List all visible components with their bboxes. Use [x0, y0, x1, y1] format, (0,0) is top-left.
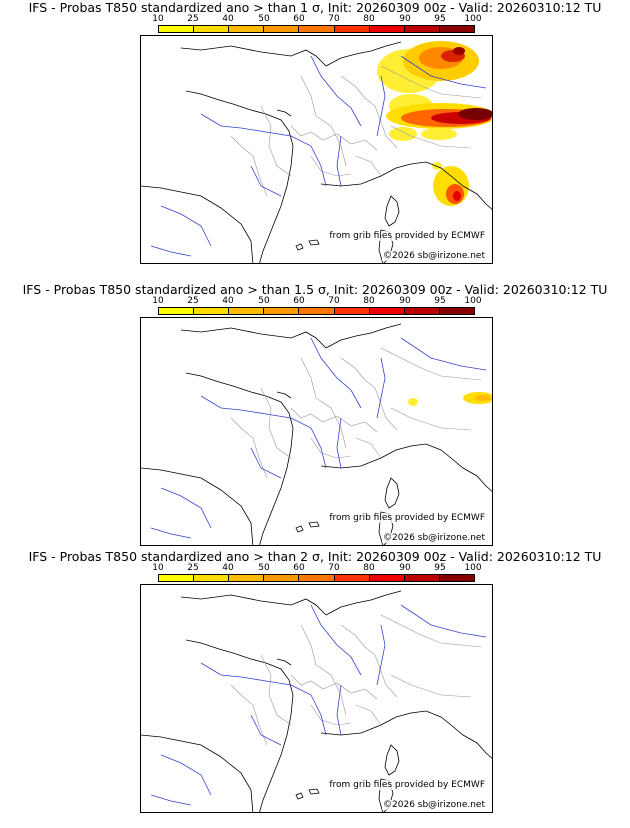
colorbar-swatch [194, 308, 230, 314]
colorbar: 10 25 40 50 60 70 80 90 95 100 [152, 14, 482, 38]
colorbar-swatch [334, 575, 370, 581]
colorbar-ticks: 10 25 40 50 60 70 80 90 95 100 [152, 563, 481, 573]
colorbar-tick: 100 [464, 296, 482, 306]
colorbar-tick: 60 [293, 14, 305, 24]
colorbar-swatch [404, 26, 440, 32]
panel-title: IFS - Probas T850 standardized ano > tha… [22, 282, 608, 297]
colorbar-tick: 90 [399, 14, 411, 24]
colorbar-swatches [158, 25, 475, 33]
map-2: from grib files provided by ECMWF ©2026 … [140, 317, 493, 546]
panel-title: IFS - Probas T850 standardized ano > tha… [28, 549, 602, 564]
credit-source: from grib files provided by ECMWF [328, 231, 486, 241]
credit-copyright: ©2026 sb@irizone.net [382, 800, 486, 810]
rivers [150, 55, 487, 257]
colorbar-tick: 50 [258, 14, 270, 24]
coastline [141, 41, 492, 263]
colorbar-tick: 95 [434, 296, 446, 306]
coastline [141, 323, 492, 545]
colorbar-swatch [264, 308, 300, 314]
colorbar-tick: 90 [399, 296, 411, 306]
panel-2: IFS - Probas T850 standardized ano > tha… [0, 282, 630, 557]
colorbar-tick: 40 [222, 563, 234, 573]
credit-source: from grib files provided by ECMWF [328, 513, 486, 523]
colorbar-tick: 60 [293, 563, 305, 573]
colorbar-tick: 70 [328, 296, 340, 306]
colorbar-tick: 40 [222, 296, 234, 306]
colorbar-swatch [439, 575, 474, 581]
colorbar-tick: 80 [363, 563, 375, 573]
colorbar-swatch [369, 575, 405, 581]
colorbar-tick: 100 [464, 563, 482, 573]
colorbar-swatch [299, 575, 335, 581]
colorbar-swatch [264, 26, 300, 32]
colorbar-swatch [229, 26, 265, 32]
colorbar-swatch [439, 308, 474, 314]
colorbar: 10 25 40 50 60 70 80 90 95 100 [152, 296, 482, 320]
colorbar-swatch [194, 575, 230, 581]
colorbar-tick: 10 [152, 296, 164, 306]
panel-3: IFS - Probas T850 standardized ano > tha… [0, 549, 630, 824]
colorbar-swatch [159, 575, 195, 581]
colorbar-swatch [334, 308, 370, 314]
colorbar-swatch [194, 26, 230, 32]
colorbar-tick: 60 [293, 296, 305, 306]
colorbar-swatch [334, 26, 370, 32]
colorbar-swatch [159, 308, 195, 314]
colorbar-swatch [264, 575, 300, 581]
colorbar-tick: 95 [434, 563, 446, 573]
colorbar-tick: 90 [399, 563, 411, 573]
coastline [141, 590, 492, 812]
colorbar-tick: 25 [187, 563, 199, 573]
colorbar-swatch [159, 26, 195, 32]
colorbar-tick: 10 [152, 563, 164, 573]
borders [230, 65, 482, 197]
credit-copyright: ©2026 sb@irizone.net [382, 251, 486, 261]
colorbar-tick: 70 [328, 563, 340, 573]
colorbar: 10 25 40 50 60 70 80 90 95 100 [152, 563, 482, 587]
colorbar-tick: 80 [363, 296, 375, 306]
colorbar-swatch [404, 308, 440, 314]
probability-areas [408, 392, 492, 406]
rivers [150, 337, 487, 539]
panel-1: IFS - Probas T850 standardized ano > tha… [0, 0, 630, 275]
colorbar-tick: 10 [152, 14, 164, 24]
credit-copyright: ©2026 sb@irizone.net [382, 533, 486, 543]
colorbar-tick: 70 [328, 14, 340, 24]
colorbar-tick: 40 [222, 14, 234, 24]
colorbar-tick: 50 [258, 296, 270, 306]
colorbar-swatches [158, 307, 475, 315]
colorbar-swatches [158, 574, 475, 582]
map-1: from grib files provided by ECMWF ©2026 … [140, 35, 493, 264]
colorbar-swatch [369, 308, 405, 314]
colorbar-swatch [229, 575, 265, 581]
panel-title: IFS - Probas T850 standardized ano > tha… [28, 0, 602, 15]
colorbar-swatch [439, 26, 474, 32]
rivers [150, 604, 487, 806]
colorbar-tick: 50 [258, 563, 270, 573]
colorbar-swatch [299, 26, 335, 32]
colorbar-swatch [369, 26, 405, 32]
colorbar-ticks: 10 25 40 50 60 70 80 90 95 100 [152, 14, 481, 24]
colorbar-tick: 80 [363, 14, 375, 24]
colorbar-tick: 95 [434, 14, 446, 24]
colorbar-tick: 25 [187, 296, 199, 306]
colorbar-tick: 25 [187, 14, 199, 24]
credit-source: from grib files provided by ECMWF [328, 780, 486, 790]
colorbar-swatch [404, 575, 440, 581]
borders [230, 347, 482, 479]
borders [230, 614, 482, 746]
colorbar-swatch [229, 308, 265, 314]
colorbar-ticks: 10 25 40 50 60 70 80 90 95 100 [152, 296, 481, 306]
colorbar-tick: 100 [464, 14, 482, 24]
map-3: from grib files provided by ECMWF ©2026 … [140, 584, 493, 813]
colorbar-swatch [299, 308, 335, 314]
probability-areas [377, 41, 492, 206]
